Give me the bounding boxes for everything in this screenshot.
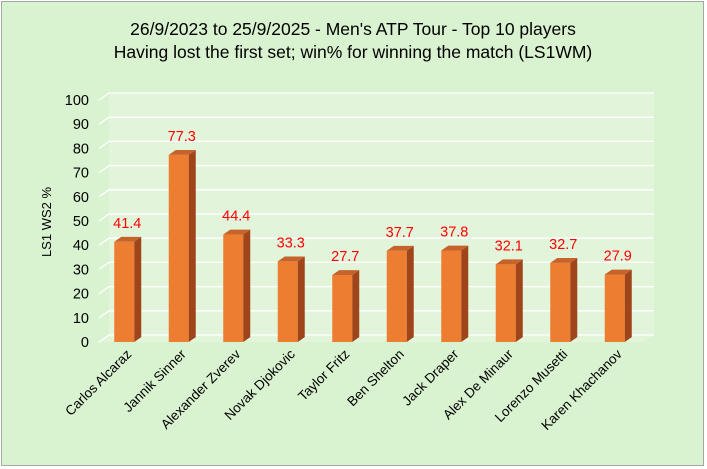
gridline: [98, 116, 654, 125]
bar-front: [386, 250, 407, 342]
bar-front: [223, 234, 244, 342]
gridline: [98, 189, 654, 198]
gridline: [98, 213, 654, 222]
y-tick-label: 100: [65, 93, 89, 109]
data-label: 77.3: [168, 129, 196, 145]
bar-front: [604, 274, 625, 342]
data-label: 37.7: [386, 225, 414, 241]
bar-top: [604, 269, 632, 275]
y-tick-label: 50: [73, 214, 89, 230]
bar-side: [297, 256, 305, 342]
bar-front: [114, 241, 135, 342]
gridline: [98, 334, 654, 343]
gridline: [98, 237, 654, 246]
bar-side: [352, 270, 360, 342]
bar-top: [441, 245, 469, 251]
bar-front: [332, 274, 353, 342]
data-label: 32.1: [495, 238, 523, 254]
y-tick-label: 30: [73, 262, 89, 278]
bar-top: [550, 257, 578, 263]
gridline: [98, 92, 654, 101]
bar-side: [570, 257, 578, 342]
y-axis-title: LS1 WS2 %: [39, 187, 54, 258]
bar-side: [134, 236, 142, 342]
chart-title: 26/9/2023 to 25/9/2025 - Men's ATP Tour …: [130, 19, 576, 39]
gridline: [98, 164, 654, 174]
data-label: 41.4: [113, 216, 141, 232]
x-category-label: Ben Shelton: [344, 347, 407, 410]
bar-top: [114, 236, 142, 242]
bar-top: [168, 150, 196, 155]
data-label: 27.7: [331, 249, 359, 265]
chart-subtitle: Having lost the first set; win% for winn…: [114, 42, 593, 62]
data-label: 33.3: [277, 235, 305, 251]
data-label: 44.4: [222, 209, 250, 225]
bar-side: [624, 269, 632, 342]
data-label: 27.9: [604, 248, 632, 264]
bar-side: [406, 245, 414, 342]
y-tick-label: 60: [73, 190, 89, 206]
bar-side: [461, 245, 469, 342]
bar-side: [188, 150, 196, 342]
data-label: 37.8: [440, 225, 468, 241]
bar-top: [223, 229, 251, 235]
bar-side: [243, 229, 251, 342]
bar-front: [495, 264, 516, 342]
bar-top: [386, 245, 414, 251]
bar-top: [495, 259, 523, 265]
y-tick-label: 0: [81, 335, 89, 351]
y-tick-label: 20: [73, 287, 89, 303]
data-label: 32.7: [549, 237, 577, 253]
y-tick-label: 10: [73, 311, 89, 327]
bar-front: [550, 262, 571, 342]
y-tick-label: 90: [73, 117, 89, 133]
gridline: [98, 140, 654, 149]
gridline: [98, 310, 654, 319]
bar-side: [515, 259, 523, 342]
y-tick-label: 70: [73, 166, 89, 182]
y-tick-label: 80: [73, 141, 89, 157]
gridline: [98, 285, 654, 295]
gridline: [98, 261, 654, 270]
bar-top: [332, 270, 360, 275]
bar-front: [277, 261, 298, 342]
bar-top: [277, 256, 305, 262]
bar-front: [168, 154, 189, 342]
x-category-label: Taylor Fritz: [295, 346, 352, 403]
y-tick-label: 40: [73, 238, 89, 254]
bar-front: [441, 250, 462, 342]
